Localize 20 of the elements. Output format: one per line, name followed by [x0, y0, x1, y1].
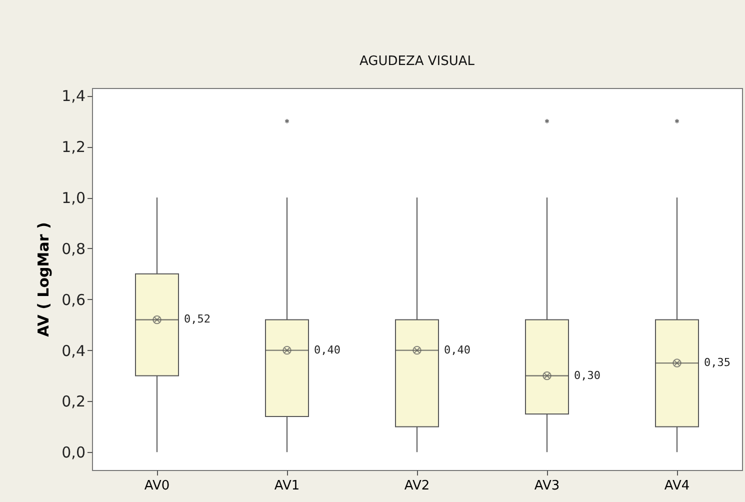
annotation: 0,52 [184, 312, 210, 326]
x-tick-label: AV1 [274, 478, 300, 494]
y-tick-label: 1,4 [62, 87, 86, 106]
x-tick-label: AV2 [404, 478, 430, 494]
y-tick-label: 0,0 [62, 444, 86, 462]
y-tick-label: 0,2 [62, 392, 86, 411]
y-tick-label: 0,4 [62, 342, 86, 360]
x-tick-label: AV3 [534, 478, 560, 494]
annotation: 0,35 [704, 356, 730, 370]
y-axis-title: AV ( LogMar ) [34, 222, 53, 337]
chart-title: AGUDEZA VISUAL [359, 54, 476, 69]
y-tick-label: 1,2 [62, 138, 86, 156]
x-tick-label: AV0 [144, 478, 170, 494]
y-tick-label: 1,0 [62, 189, 86, 208]
y-tick-label: 0,6 [62, 290, 86, 309]
x-tick-label: AV4 [664, 478, 690, 494]
annotation: 0,40 [314, 343, 340, 356]
annotation: 0,30 [574, 368, 600, 382]
y-tick-label: 0,8 [62, 240, 86, 258]
annotation: 0,40 [444, 343, 470, 356]
